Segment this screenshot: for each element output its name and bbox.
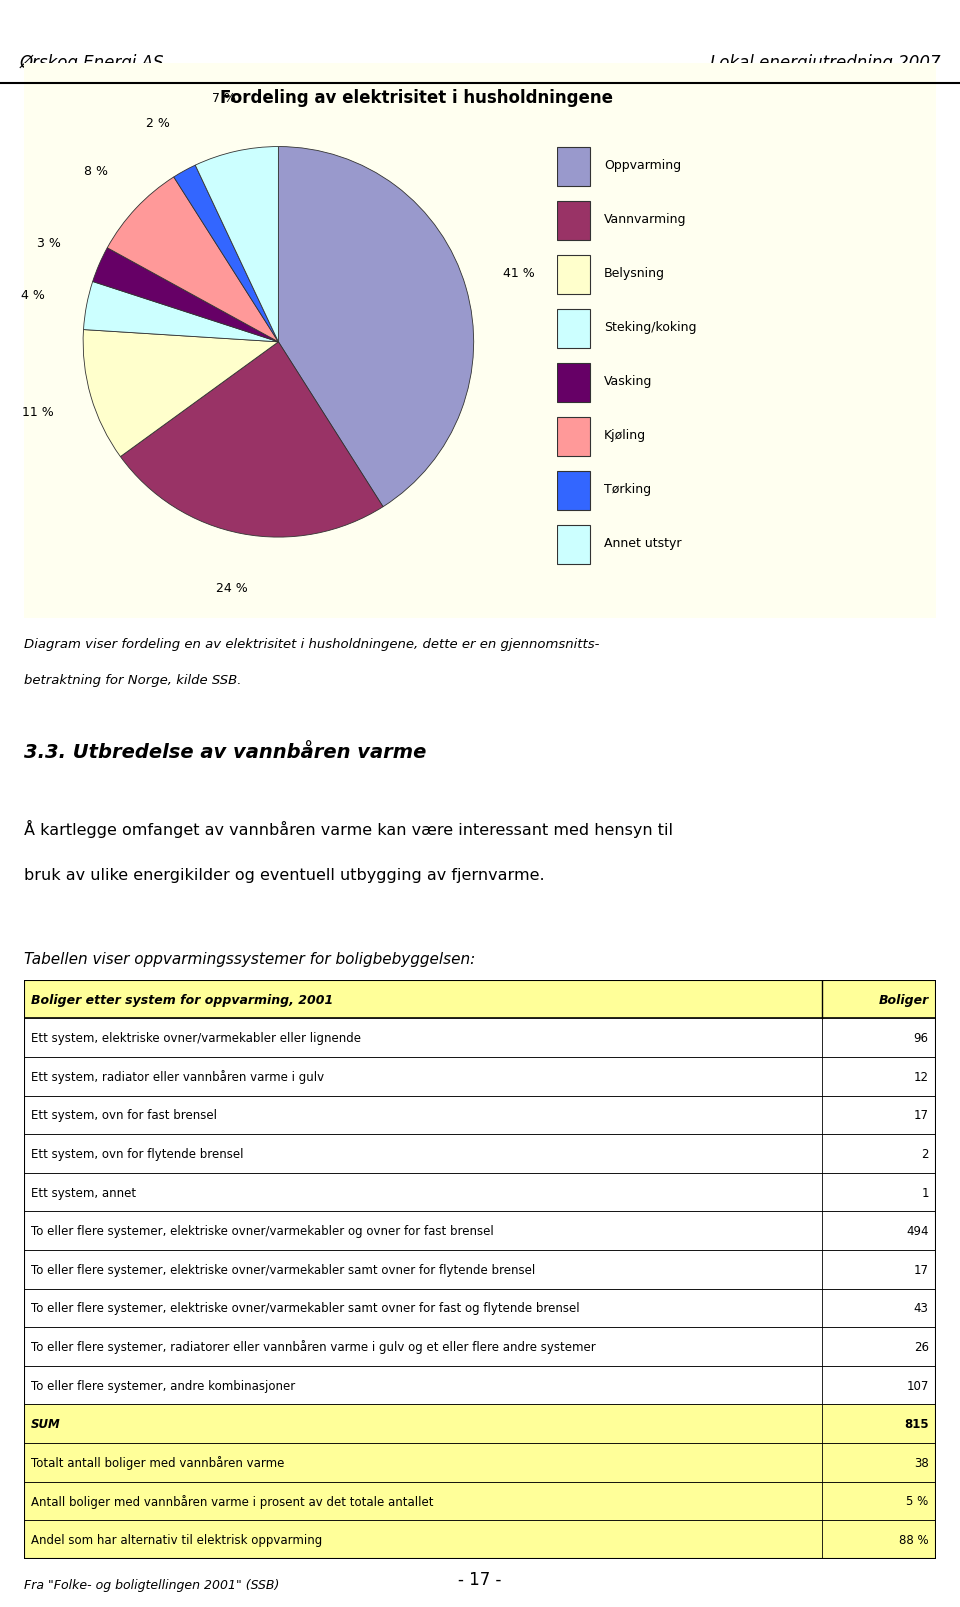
Text: Fordeling av elektrisitet i husholdningene: Fordeling av elektrisitet i husholdninge… <box>220 90 612 108</box>
Bar <box>24 1520 936 1559</box>
Bar <box>557 525 589 566</box>
Text: Boliger etter system for oppvarming, 2001: Boliger etter system for oppvarming, 200… <box>32 993 333 1006</box>
Wedge shape <box>108 178 278 342</box>
Text: 17: 17 <box>914 1109 928 1122</box>
Text: To eller flere systemer, elektriske ovner/varmekabler samt ovner for flytende br: To eller flere systemer, elektriske ovne… <box>32 1263 536 1276</box>
Wedge shape <box>174 166 278 342</box>
Text: Totalt antall boliger med vannbåren varme: Totalt antall boliger med vannbåren varm… <box>32 1456 285 1469</box>
Text: Kjøling: Kjøling <box>604 429 646 442</box>
Text: Vannvarming: Vannvarming <box>604 212 686 225</box>
Bar <box>24 1250 936 1289</box>
Bar <box>557 365 589 403</box>
Text: 8 %: 8 % <box>84 166 108 178</box>
Text: Oppvarming: Oppvarming <box>604 159 682 172</box>
Bar <box>24 1173 936 1212</box>
Bar <box>557 418 589 456</box>
Wedge shape <box>84 331 278 458</box>
Bar <box>557 202 589 241</box>
Text: Vasking: Vasking <box>604 374 653 387</box>
Wedge shape <box>93 249 278 342</box>
Text: 3 %: 3 % <box>37 236 60 251</box>
Bar <box>24 1096 936 1135</box>
Bar <box>24 1019 936 1057</box>
Text: 41 %: 41 % <box>502 267 535 280</box>
Wedge shape <box>278 148 473 508</box>
Text: 494: 494 <box>906 1225 928 1237</box>
Text: Boliger: Boliger <box>878 993 928 1006</box>
Text: Belysning: Belysning <box>604 267 665 280</box>
Text: Ett system, radiator eller vannbåren varme i gulv: Ett system, radiator eller vannbåren var… <box>32 1070 324 1083</box>
Text: 7 %: 7 % <box>212 92 236 106</box>
Text: Tørking: Tørking <box>604 484 651 497</box>
Text: Fra "Folke- og boligtellingen 2001" (SSB): Fra "Folke- og boligtellingen 2001" (SSB… <box>24 1578 279 1591</box>
Text: 88 %: 88 % <box>900 1533 928 1546</box>
Text: Andel som har alternativ til elektrisk oppvarming: Andel som har alternativ til elektrisk o… <box>32 1533 323 1546</box>
Text: bruk av ulike energikilder og eventuell utbygging av fjernvarme.: bruk av ulike energikilder og eventuell … <box>24 868 544 882</box>
Wedge shape <box>195 148 278 342</box>
Text: 3.3. Utbredelse av vannbåren varme: 3.3. Utbredelse av vannbåren varme <box>24 742 426 762</box>
Text: Å kartlegge omfanget av vannbåren varme kan være interessant med hensyn til: Å kartlegge omfanget av vannbåren varme … <box>24 820 673 837</box>
Bar <box>557 472 589 511</box>
Text: Ørskog Energi AS: Ørskog Energi AS <box>19 55 164 72</box>
Text: To eller flere systemer, andre kombinasjoner: To eller flere systemer, andre kombinasj… <box>32 1379 296 1392</box>
Text: 38: 38 <box>914 1456 928 1469</box>
Bar <box>24 1366 936 1405</box>
Text: To eller flere systemer, radiatorer eller vannbåren varme i gulv og et eller fle: To eller flere systemer, radiatorer elle… <box>32 1340 596 1353</box>
Text: Ett system, annet: Ett system, annet <box>32 1186 136 1199</box>
Bar <box>24 1405 936 1443</box>
Text: SUM: SUM <box>32 1417 61 1430</box>
Text: Steking/koking: Steking/koking <box>604 321 697 334</box>
Text: 17: 17 <box>914 1263 928 1276</box>
Text: 11 %: 11 % <box>22 407 55 419</box>
Wedge shape <box>84 283 278 342</box>
Text: 2: 2 <box>922 1147 928 1160</box>
Text: 107: 107 <box>906 1379 928 1392</box>
Text: 26: 26 <box>914 1340 928 1353</box>
Bar <box>24 1443 936 1482</box>
Text: To eller flere systemer, elektriske ovner/varmekabler samt ovner for fast og fly: To eller flere systemer, elektriske ovne… <box>32 1302 580 1315</box>
Text: 24 %: 24 % <box>216 582 248 595</box>
Bar <box>24 1327 936 1366</box>
Wedge shape <box>120 342 383 538</box>
Text: Ett system, elektriske ovner/varmekabler eller lignende: Ett system, elektriske ovner/varmekabler… <box>32 1032 361 1045</box>
Text: Ett system, ovn for fast brensel: Ett system, ovn for fast brensel <box>32 1109 217 1122</box>
Text: 43: 43 <box>914 1302 928 1315</box>
FancyBboxPatch shape <box>11 56 949 627</box>
Text: Tabellen viser oppvarmingssystemer for boligbebyggelsen:: Tabellen viser oppvarmingssystemer for b… <box>24 951 475 966</box>
Text: betraktning for Norge, kilde SSB.: betraktning for Norge, kilde SSB. <box>24 673 242 686</box>
Text: Annet utstyr: Annet utstyr <box>604 537 682 550</box>
Text: Diagram viser fordeling en av elektrisitet i husholdningene, dette er en gjennom: Diagram viser fordeling en av elektrisit… <box>24 638 599 651</box>
Text: Antall boliger med vannbåren varme i prosent av det totale antallet: Antall boliger med vannbåren varme i pro… <box>32 1495 434 1507</box>
Text: 4 %: 4 % <box>21 289 45 302</box>
Text: Lokal energiutredning 2007: Lokal energiutredning 2007 <box>710 55 941 72</box>
Bar <box>24 1135 936 1173</box>
Text: - 17 -: - 17 - <box>458 1570 502 1588</box>
Text: To eller flere systemer, elektriske ovner/varmekabler og ovner for fast brensel: To eller flere systemer, elektriske ovne… <box>32 1225 494 1237</box>
Text: 96: 96 <box>914 1032 928 1045</box>
Text: 1: 1 <box>922 1186 928 1199</box>
Bar <box>24 1289 936 1327</box>
Text: 815: 815 <box>904 1417 928 1430</box>
Bar <box>24 1212 936 1250</box>
Text: 5 %: 5 % <box>906 1495 928 1507</box>
Text: 12: 12 <box>914 1070 928 1083</box>
Bar <box>24 1057 936 1096</box>
Bar <box>557 256 589 294</box>
Text: Ett system, ovn for flytende brensel: Ett system, ovn for flytende brensel <box>32 1147 244 1160</box>
Text: 2 %: 2 % <box>146 117 170 130</box>
Bar <box>24 1482 936 1520</box>
Bar <box>557 148 589 186</box>
Bar <box>24 980 936 1019</box>
Bar <box>557 310 589 349</box>
